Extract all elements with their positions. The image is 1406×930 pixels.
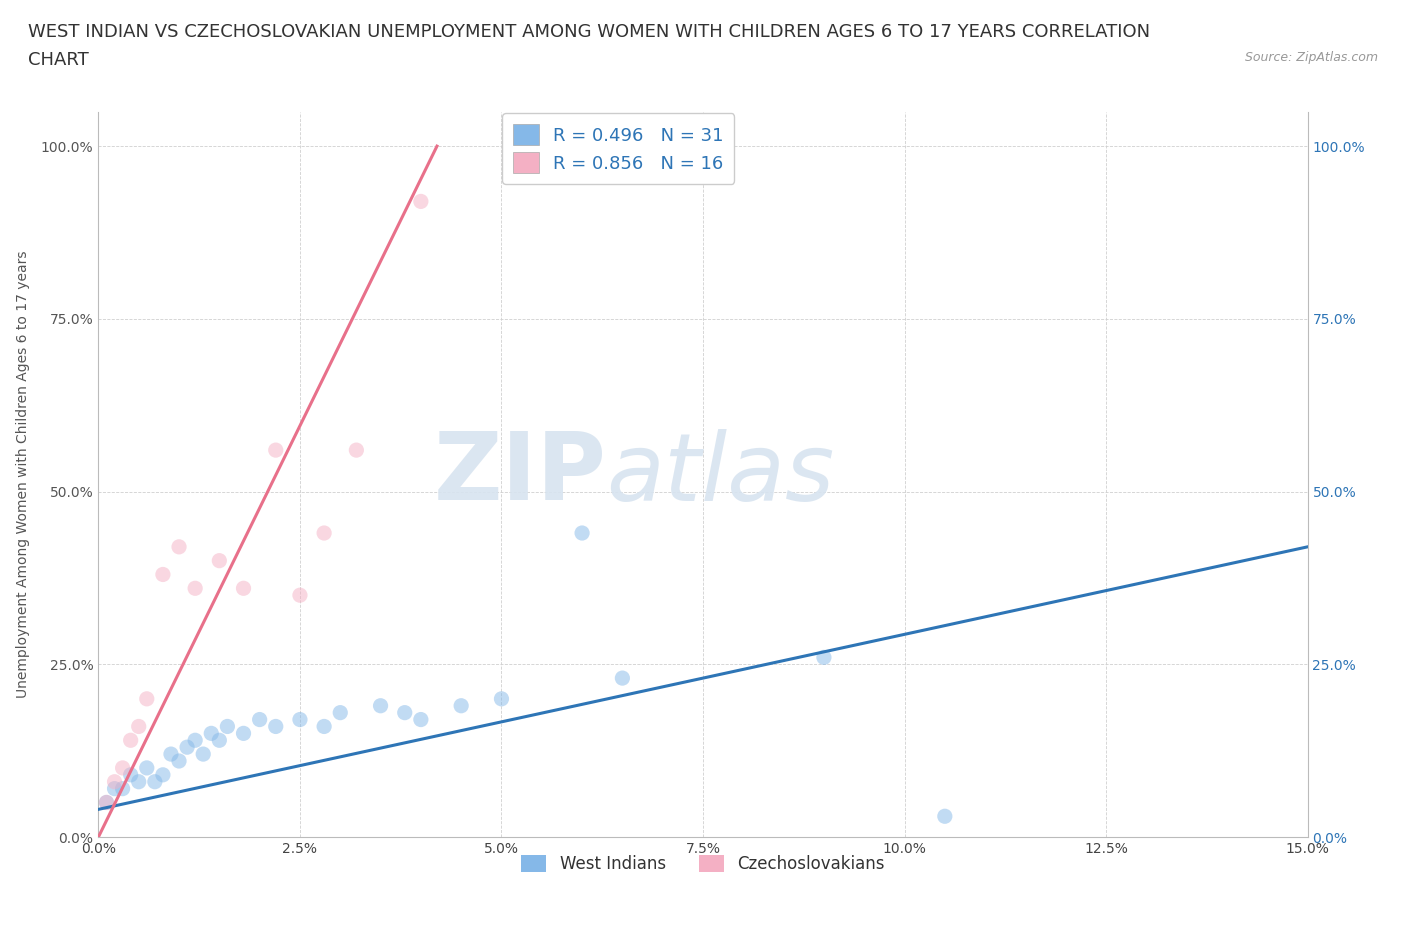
- Point: [176, 739, 198, 754]
- Point: [167, 753, 190, 768]
- Text: atlas: atlas: [606, 429, 835, 520]
- Point: [409, 712, 432, 727]
- Point: [249, 712, 271, 727]
- Point: [120, 767, 142, 782]
- Point: [394, 705, 416, 720]
- Point: [184, 581, 207, 596]
- Point: [571, 525, 593, 540]
- Text: ZIP: ZIP: [433, 429, 606, 520]
- Point: [111, 781, 134, 796]
- Point: [193, 747, 215, 762]
- Text: CHART: CHART: [28, 51, 89, 69]
- Point: [200, 726, 222, 741]
- Point: [450, 698, 472, 713]
- Point: [370, 698, 392, 713]
- Point: [135, 761, 157, 776]
- Legend: West Indians, Czechoslovakians: West Indians, Czechoslovakians: [515, 848, 891, 880]
- Point: [314, 525, 336, 540]
- Point: [120, 733, 142, 748]
- Point: [103, 775, 125, 790]
- Point: [409, 194, 432, 209]
- Point: [314, 719, 336, 734]
- Point: [491, 691, 513, 706]
- Point: [152, 767, 174, 782]
- Point: [160, 747, 183, 762]
- Text: WEST INDIAN VS CZECHOSLOVAKIAN UNEMPLOYMENT AMONG WOMEN WITH CHILDREN AGES 6 TO : WEST INDIAN VS CZECHOSLOVAKIAN UNEMPLOYM…: [28, 23, 1150, 41]
- Point: [612, 671, 634, 685]
- Point: [96, 795, 118, 810]
- Point: [135, 691, 157, 706]
- Point: [232, 581, 254, 596]
- Point: [128, 719, 150, 734]
- Point: [264, 719, 287, 734]
- Point: [288, 588, 311, 603]
- Point: [184, 733, 207, 748]
- Point: [103, 781, 125, 796]
- Point: [208, 733, 231, 748]
- Point: [934, 809, 956, 824]
- Point: [264, 443, 287, 458]
- Point: [96, 795, 118, 810]
- Point: [208, 553, 231, 568]
- Point: [344, 443, 367, 458]
- Point: [111, 761, 134, 776]
- Point: [167, 539, 190, 554]
- Point: [288, 712, 311, 727]
- Point: [143, 775, 166, 790]
- Point: [813, 650, 835, 665]
- Point: [232, 726, 254, 741]
- Point: [329, 705, 352, 720]
- Point: [128, 775, 150, 790]
- Text: Source: ZipAtlas.com: Source: ZipAtlas.com: [1244, 51, 1378, 64]
- Point: [217, 719, 239, 734]
- Y-axis label: Unemployment Among Women with Children Ages 6 to 17 years: Unemployment Among Women with Children A…: [15, 250, 30, 698]
- Point: [152, 567, 174, 582]
